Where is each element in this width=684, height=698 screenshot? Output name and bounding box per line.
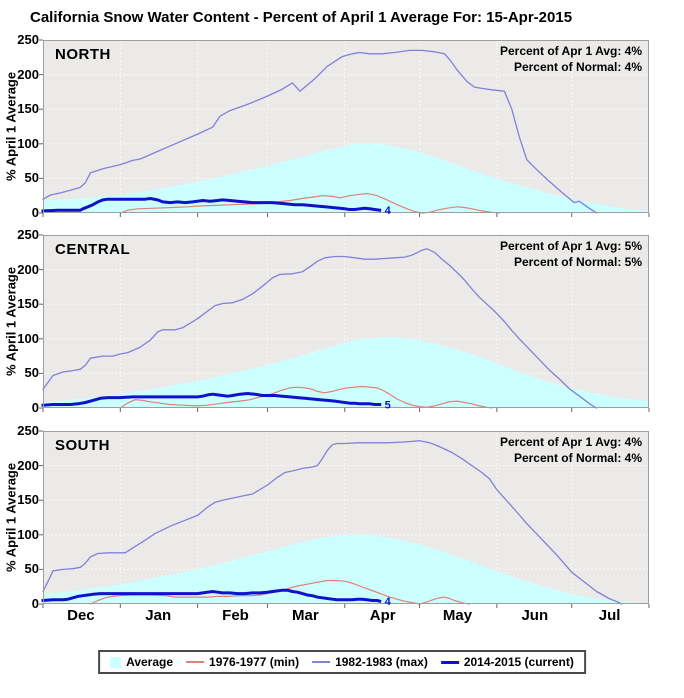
legend: Average 1976-1977 (min) 1982-1983 (max) … [98,650,586,674]
y-tick-label: 150 [17,296,39,312]
x-tick-label: Mar [292,607,319,624]
y-tick-label: 50 [24,561,39,577]
y-tick-label: 200 [17,457,39,473]
annotation-apr1-avg: Percent of Apr 1 Avg: 5% [499,239,642,253]
y-tick-labels: 0 50 100 150 200 250 [0,32,39,220]
y-tick-label: 150 [17,492,39,508]
legend-item-max: 1982-1983 (max) [312,655,428,669]
chart-svg-south: 4 [39,430,650,608]
panel-central: % April 1 Average 0 50 100 150 200 250 5 CENT… [0,227,684,415]
y-tick-label: 50 [24,170,39,186]
chart-title: California Snow Water Content - Percent … [30,9,573,26]
x-tick-label: Apr [369,607,396,624]
legend-item-current: 2014-2015 (current) [440,655,574,669]
plot-area-north: 4 NORTH Percent of Apr 1 Avg: 4% Percent… [39,39,650,217]
y-tick-label: 50 [24,365,39,381]
legend-label: 1982-1983 (max) [335,655,428,669]
plot-area-central: 5 CENTRAL Percent of Apr 1 Avg: 5% Perce… [39,234,650,412]
y-tick-label: 200 [17,66,39,82]
y-tick-labels: 0 50 100 150 200 250 [0,227,39,415]
annotation-apr1-avg: Percent of Apr 1 Avg: 4% [499,44,642,58]
x-axis-labels: Dec Jan Feb Mar Apr May Jun Jul [43,607,649,631]
annotation-block: Percent of Apr 1 Avg: 4% Percent of Norm… [500,43,642,75]
average-patch-icon [110,656,122,668]
max-line-icon [312,661,331,663]
y-tick-label: 250 [17,227,39,242]
min-line-icon [186,661,205,663]
current-end-value-label: 4 [385,205,392,217]
annotation-block: Percent of Apr 1 Avg: 5% Percent of Norm… [500,238,642,270]
y-tick-label: 150 [17,101,39,117]
legend-item-min: 1976-1977 (min) [186,655,299,669]
current-end-value-label: 5 [385,400,391,412]
y-tick-label: 250 [17,32,39,47]
region-label: SOUTH [55,437,110,454]
y-tick-label: 0 [31,400,39,415]
x-tick-label: Jul [598,607,621,624]
x-tick-label: Feb [222,607,249,624]
panel-south: % April 1 Average 0 50 100 150 200 250 4 SOUT… [0,423,684,611]
region-label: CENTRAL [55,241,131,258]
annotation-apr1-avg: Percent of Apr 1 Avg: 4% [499,435,642,449]
plot-area-south: 4 SOUTH Percent of Apr 1 Avg: 4% Percent… [39,430,650,608]
legend-label: 1976-1977 (min) [209,655,300,669]
chart-svg-north: 4 [39,39,650,217]
annotation-normal: Percent of Normal: 4% [513,451,642,465]
legend-item-average: Average [110,655,173,669]
x-tick-label: Dec [67,607,95,624]
y-tick-label: 100 [17,526,39,542]
y-tick-label: 0 [31,596,39,611]
annotation-normal: Percent of Normal: 4% [513,60,642,74]
x-tick-label: Jan [145,607,172,624]
current-end-value-label: 4 [385,596,392,608]
y-tick-label: 0 [31,205,39,220]
region-label: NORTH [55,46,111,63]
current-line-icon [440,660,459,664]
y-tick-label: 200 [17,261,39,277]
annotation-block: Percent of Apr 1 Avg: 4% Percent of Norm… [500,434,642,466]
x-tick-label: May [442,607,473,624]
legend-label: Average [126,655,174,669]
x-tick-label: Jun [521,607,549,624]
annotation-normal: Percent of Normal: 5% [513,255,642,269]
legend-label: 2014-2015 (current) [463,655,574,669]
panel-north: % April 1 Average 0 50 100 150 200 250 4 NORT… [0,32,684,220]
y-tick-label: 100 [17,135,39,151]
y-tick-label: 250 [17,423,39,438]
y-tick-labels: 0 50 100 150 200 250 [0,423,39,611]
y-tick-label: 100 [17,330,39,346]
chart-svg-central: 5 [39,234,650,412]
